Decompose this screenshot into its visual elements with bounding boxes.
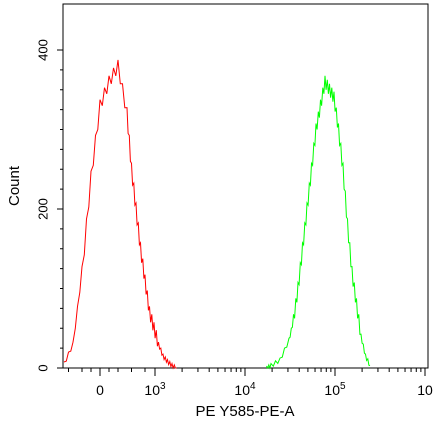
x-tick-label: 10 — [417, 382, 433, 398]
histogram-series-2 — [266, 75, 371, 370]
x-tick-label: 104 — [234, 381, 256, 398]
y-axis-ticks: 0 200 400 — [35, 39, 63, 372]
y-axis-label: Count — [6, 165, 23, 206]
x-tick-label: 105 — [324, 381, 346, 398]
y-tick-label: 0 — [35, 364, 50, 371]
y-tick-label: 400 — [35, 39, 50, 61]
y-tick-label: 200 — [35, 198, 50, 220]
series-layer — [63, 59, 371, 370]
x-tick-label: 103 — [144, 381, 166, 398]
x-axis-ticks: 0 103 104 105 10 — [68, 368, 433, 398]
plot-frame — [62, 3, 429, 369]
x-axis-label: PE Y585-PE-A — [196, 403, 295, 420]
histogram-series-1 — [63, 59, 177, 370]
x-tick-label: 0 — [96, 382, 104, 398]
